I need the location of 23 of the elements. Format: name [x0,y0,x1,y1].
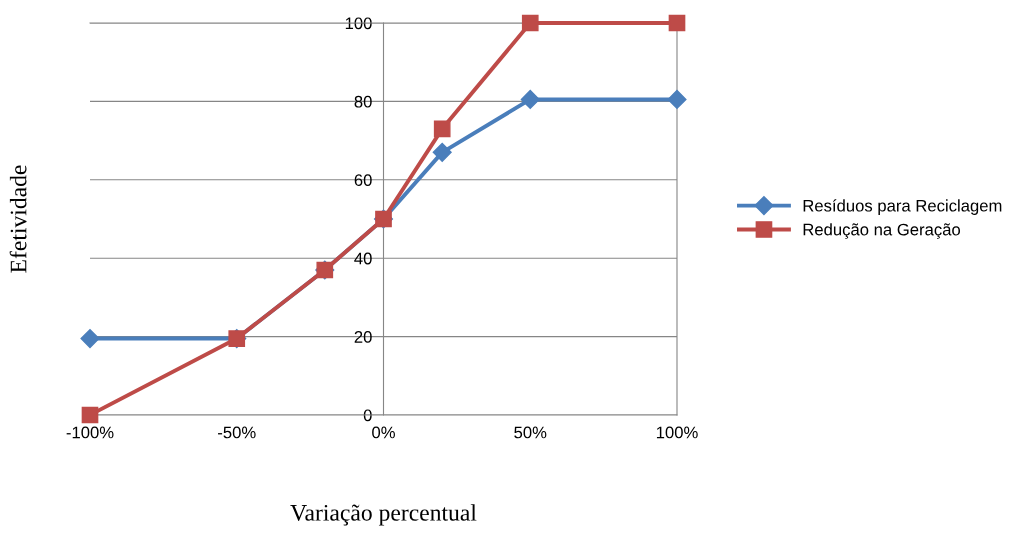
legend-label: Resíduos para Reciclagem [803,199,1002,215]
point [521,14,539,32]
x-tick-label: 50% [514,426,547,439]
point [432,142,452,162]
x-tick-label: 0% [372,426,395,439]
y-tick-label: 100 [345,17,372,30]
legend-label: Redução na Geração [803,223,961,239]
y-tick-label: 0 [363,409,372,422]
point [80,329,100,349]
point [520,89,540,109]
y-tick-label: 40 [354,252,372,265]
x-axis-title: Variação percentual [290,504,477,526]
point [81,406,99,424]
point [667,89,687,109]
y-axis-title: Efetividade [9,165,27,273]
x-tick-label: -50% [218,426,256,439]
point [433,120,451,138]
y-tick-label: 80 [354,95,372,108]
y-tick-label: 20 [354,331,372,343]
x-tick-label: -100% [66,426,114,439]
point [668,14,686,32]
y-tick-label: 60 [354,174,372,186]
x-tick-label: 100% [656,426,698,439]
